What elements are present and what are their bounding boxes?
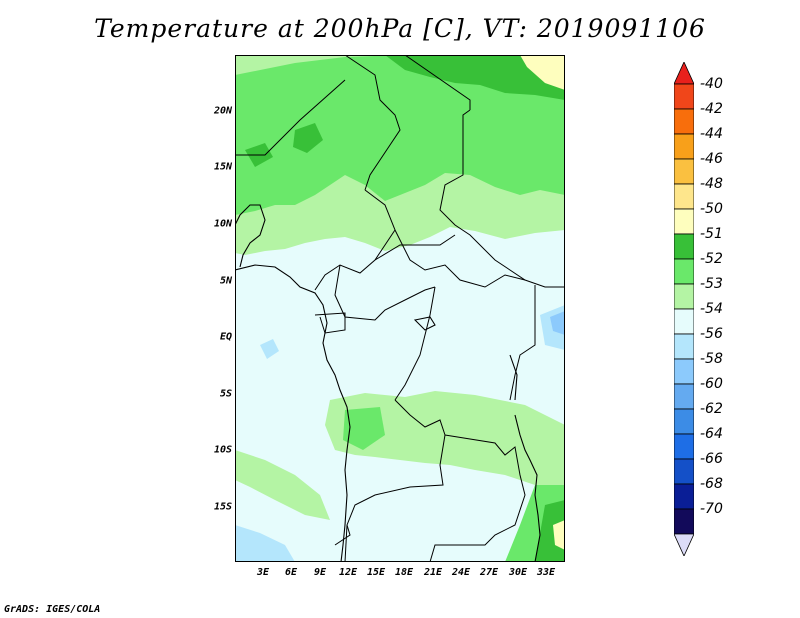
dark-green-region <box>385 55 565 100</box>
legend-swatch <box>674 208 694 235</box>
legend-label: -58 <box>700 351 723 367</box>
legend-swatch <box>674 333 694 360</box>
light-blue-patch <box>260 339 279 359</box>
dark-green-south <box>535 500 565 562</box>
legend-swatch <box>674 383 694 410</box>
legend-swatch <box>674 433 694 460</box>
legend-label: -64 <box>700 426 723 442</box>
legend-label: -50 <box>700 201 723 217</box>
legend-label: -42 <box>700 101 723 117</box>
lon-label: 9E <box>313 567 327 578</box>
lon-label: 12E <box>338 567 358 578</box>
legend-swatch <box>674 108 694 135</box>
lon-label: 6E <box>284 567 298 578</box>
legend-label: -70 <box>700 501 723 517</box>
country-borders <box>235 55 565 562</box>
legend-swatch <box>674 508 694 535</box>
legend-swatch <box>674 158 694 185</box>
dark-green-patch <box>293 123 323 153</box>
lon-label: 21E <box>423 567 443 578</box>
legend-swatch <box>674 183 694 210</box>
lon-label: 33E <box>536 567 556 578</box>
legend-label: -56 <box>700 326 723 342</box>
legend-label: -52 <box>700 251 723 267</box>
legend-label: -48 <box>700 176 723 192</box>
mid-green-south <box>343 407 385 450</box>
legend-label: -54 <box>700 301 723 317</box>
legend-swatch <box>674 233 694 260</box>
legend-label: -53 <box>700 276 723 292</box>
map-frame <box>235 55 565 562</box>
legend-swatch <box>674 62 694 85</box>
legend-label: -62 <box>700 401 723 417</box>
lon-label: 3E <box>256 567 270 578</box>
legend-label: -51 <box>700 226 723 242</box>
legend-swatch <box>674 408 694 435</box>
legend-label: -66 <box>700 451 723 467</box>
lat-label: 20N <box>213 105 232 117</box>
light-green-south <box>325 391 565 495</box>
legend-label: -46 <box>700 151 723 167</box>
pale-yellow-region <box>520 55 565 90</box>
lat-label: 5S <box>219 388 232 400</box>
light-green-southwest <box>235 450 330 520</box>
lon-label: 24E <box>451 567 471 578</box>
lat-label: 10S <box>213 444 232 456</box>
coastline <box>235 204 541 562</box>
legend-label: -40 <box>700 76 723 92</box>
lon-label: 18E <box>394 567 414 578</box>
legend-swatch <box>674 533 694 556</box>
legend-swatch <box>674 258 694 285</box>
legend-swatch <box>674 358 694 385</box>
temperature-map <box>235 55 565 562</box>
lon-label: 30E <box>508 567 528 578</box>
lat-label: 15S <box>213 501 232 513</box>
legend-label: -44 <box>700 126 723 142</box>
legend-swatch <box>674 308 694 335</box>
mid-blue-patch <box>550 311 565 335</box>
legend-label: -60 <box>700 376 723 392</box>
lon-label: 27E <box>479 567 499 578</box>
footer-credit: GrADS: IGES/COLA <box>4 604 101 615</box>
legend-swatch <box>674 133 694 160</box>
lat-label: EQ <box>219 331 232 343</box>
mid-green-region <box>235 55 565 215</box>
legend-label: -68 <box>700 476 723 492</box>
color-legend <box>674 62 694 556</box>
light-blue-region <box>235 525 295 562</box>
lat-label: 15N <box>213 161 232 173</box>
lat-label: 5N <box>219 275 232 287</box>
pale-yellow-south <box>553 520 565 550</box>
legend-swatch <box>674 483 694 510</box>
lon-label: 15E <box>366 567 386 578</box>
legend-swatch <box>674 83 694 110</box>
legend-swatch <box>674 283 694 310</box>
legend-swatch <box>674 458 694 485</box>
lat-label: 10N <box>213 218 232 230</box>
chart-title: Temperature at 200hPa [C], VT: 201909110… <box>94 14 706 43</box>
